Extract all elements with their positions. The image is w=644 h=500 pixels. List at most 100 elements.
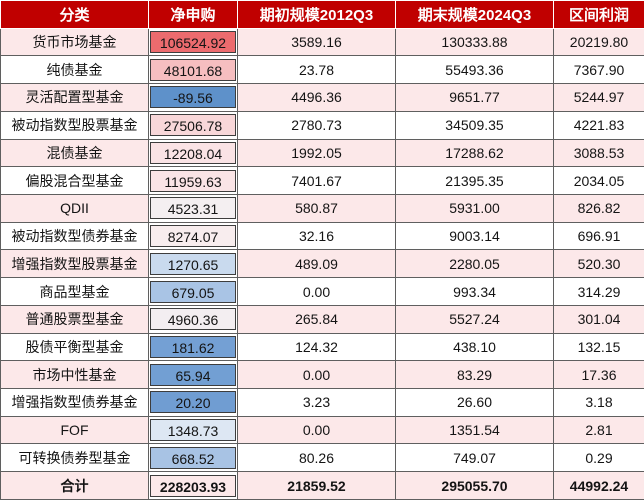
table-row: 商品型基金 679.05 0.00 993.34 314.29: [0, 277, 644, 306]
table-row: 可转换债券型基金 668.52 80.26 749.07 0.29: [0, 443, 644, 473]
table-row: FOF 1348.73 0.00 1351.54 2.81: [0, 415, 644, 445]
net-subscription-cell: 181.62: [148, 332, 238, 362]
end-scale-cell: 21395.35: [395, 166, 554, 195]
net-subscription-cell: 11959.63: [148, 166, 238, 195]
header-category: 分类: [0, 0, 149, 29]
table-row: 被动指数型债券基金 8274.07 32.16 9003.14 696.91: [0, 221, 644, 251]
profit-cell: 7367.90: [553, 55, 644, 85]
category-cell: 股债平衡型基金: [0, 332, 149, 362]
end-scale-cell: 438.10: [395, 332, 554, 362]
category-cell: 增强指数型股票基金: [0, 249, 149, 279]
net-subscription-cell: 8274.07: [148, 221, 238, 251]
net-subscription-fill: 11959.63: [150, 169, 236, 192]
table-row: 股债平衡型基金 181.62 124.32 438.10 132.15: [0, 332, 644, 362]
table-row: 货币市场基金 106524.92 3589.16 130333.88 20219…: [0, 27, 644, 57]
start-scale-cell: 4496.36: [237, 83, 396, 112]
category-cell: 合计: [0, 471, 149, 500]
end-scale-cell: 2280.05: [395, 249, 554, 279]
end-scale-cell: 9651.77: [395, 83, 554, 112]
category-cell: 货币市场基金: [0, 27, 149, 57]
net-subscription-cell: 4960.36: [148, 304, 238, 334]
profit-cell: 696.91: [553, 221, 644, 251]
profit-cell: 4221.83: [553, 110, 644, 140]
table-row: 偏股混合型基金 11959.63 7401.67 21395.35 2034.0…: [0, 166, 644, 195]
start-scale-cell: 7401.67: [237, 166, 396, 195]
profit-cell: 44992.24: [553, 471, 644, 500]
net-subscription-fill: 181.62: [150, 335, 236, 358]
start-scale-cell: 32.16: [237, 221, 396, 251]
table-row: 增强指数型债券基金 20.20 3.23 26.60 3.18: [0, 388, 644, 417]
table-row: 普通股票型基金 4960.36 265.84 5527.24 301.04: [0, 304, 644, 334]
net-subscription-fill: 679.05: [150, 280, 236, 303]
net-subscription-fill: 48101.68: [150, 58, 236, 81]
start-scale-cell: 265.84: [237, 304, 396, 334]
end-scale-cell: 17288.62: [395, 138, 554, 168]
net-subscription-fill: -89.56: [150, 86, 236, 109]
profit-cell: 2.81: [553, 415, 644, 445]
net-subscription-cell: 12208.04: [148, 138, 238, 168]
start-scale-cell: 21859.52: [237, 471, 396, 500]
category-cell: 可转换债券型基金: [0, 443, 149, 473]
start-scale-cell: 0.00: [237, 360, 396, 390]
end-scale-cell: 130333.88: [395, 27, 554, 57]
end-scale-cell: 26.60: [395, 388, 554, 417]
profit-cell: 3088.53: [553, 138, 644, 168]
start-scale-cell: 80.26: [237, 443, 396, 473]
start-scale-cell: 23.78: [237, 55, 396, 85]
net-subscription-cell: -89.56: [148, 83, 238, 112]
net-subscription-fill: 8274.07: [150, 225, 236, 248]
net-subscription-cell: 1348.73: [148, 415, 238, 445]
profit-cell: 520.30: [553, 249, 644, 279]
table-row: 纯债基金 48101.68 23.78 55493.36 7367.90: [0, 55, 644, 85]
category-cell: 灵活配置型基金: [0, 83, 149, 112]
table-row: 市场中性基金 65.94 0.00 83.29 17.36: [0, 360, 644, 390]
net-subscription-cell: 228203.93: [148, 471, 238, 500]
start-scale-cell: 3.23: [237, 388, 396, 417]
header-start-scale: 期初规模2012Q3: [237, 0, 396, 29]
table-row: 增强指数型股票基金 1270.65 489.09 2280.05 520.30: [0, 249, 644, 279]
category-cell: QDII: [0, 194, 149, 223]
profit-cell: 3.18: [553, 388, 644, 417]
profit-cell: 314.29: [553, 277, 644, 306]
net-subscription-fill: 12208.04: [150, 141, 236, 164]
start-scale-cell: 124.32: [237, 332, 396, 362]
start-scale-cell: 0.00: [237, 277, 396, 306]
net-subscription-cell: 668.52: [148, 443, 238, 473]
net-subscription-fill: 668.52: [150, 446, 236, 469]
table-row: 灵活配置型基金 -89.56 4496.36 9651.77 5244.97: [0, 83, 644, 112]
category-cell: 增强指数型债券基金: [0, 388, 149, 417]
net-subscription-cell: 65.94: [148, 360, 238, 390]
net-subscription-cell: 48101.68: [148, 55, 238, 85]
net-subscription-fill: 1348.73: [150, 419, 236, 442]
profit-cell: 5244.97: [553, 83, 644, 112]
table-row: 被动指数型股票基金 27506.78 2780.73 34509.35 4221…: [0, 110, 644, 140]
end-scale-cell: 34509.35: [395, 110, 554, 140]
end-scale-cell: 83.29: [395, 360, 554, 390]
start-scale-cell: 3589.16: [237, 27, 396, 57]
profit-cell: 132.15: [553, 332, 644, 362]
net-subscription-fill: 4960.36: [150, 308, 236, 331]
start-scale-cell: 0.00: [237, 415, 396, 445]
end-scale-cell: 749.07: [395, 443, 554, 473]
net-subscription-cell: 27506.78: [148, 110, 238, 140]
category-cell: 被动指数型债券基金: [0, 221, 149, 251]
net-subscription-fill: 20.20: [150, 391, 236, 414]
profit-cell: 2034.05: [553, 166, 644, 195]
end-scale-cell: 55493.36: [395, 55, 554, 85]
category-cell: 偏股混合型基金: [0, 166, 149, 195]
net-subscription-cell: 1270.65: [148, 249, 238, 279]
net-subscription-fill: 65.94: [150, 363, 236, 386]
category-cell: 市场中性基金: [0, 360, 149, 390]
net-subscription-fill: 106524.92: [150, 31, 236, 54]
category-cell: 商品型基金: [0, 277, 149, 306]
header-row: 分类 净申购 期初规模2012Q3 期末规模2024Q3 区间利润: [0, 0, 644, 29]
end-scale-cell: 5527.24: [395, 304, 554, 334]
start-scale-cell: 580.87: [237, 194, 396, 223]
net-subscription-cell: 679.05: [148, 277, 238, 306]
category-cell: 普通股票型基金: [0, 304, 149, 334]
total-row: 合计 228203.93 21859.52 295055.70 44992.24: [0, 471, 644, 500]
category-cell: FOF: [0, 415, 149, 445]
net-subscription-cell: 106524.92: [148, 27, 238, 57]
net-subscription-fill: 1270.65: [150, 252, 236, 275]
